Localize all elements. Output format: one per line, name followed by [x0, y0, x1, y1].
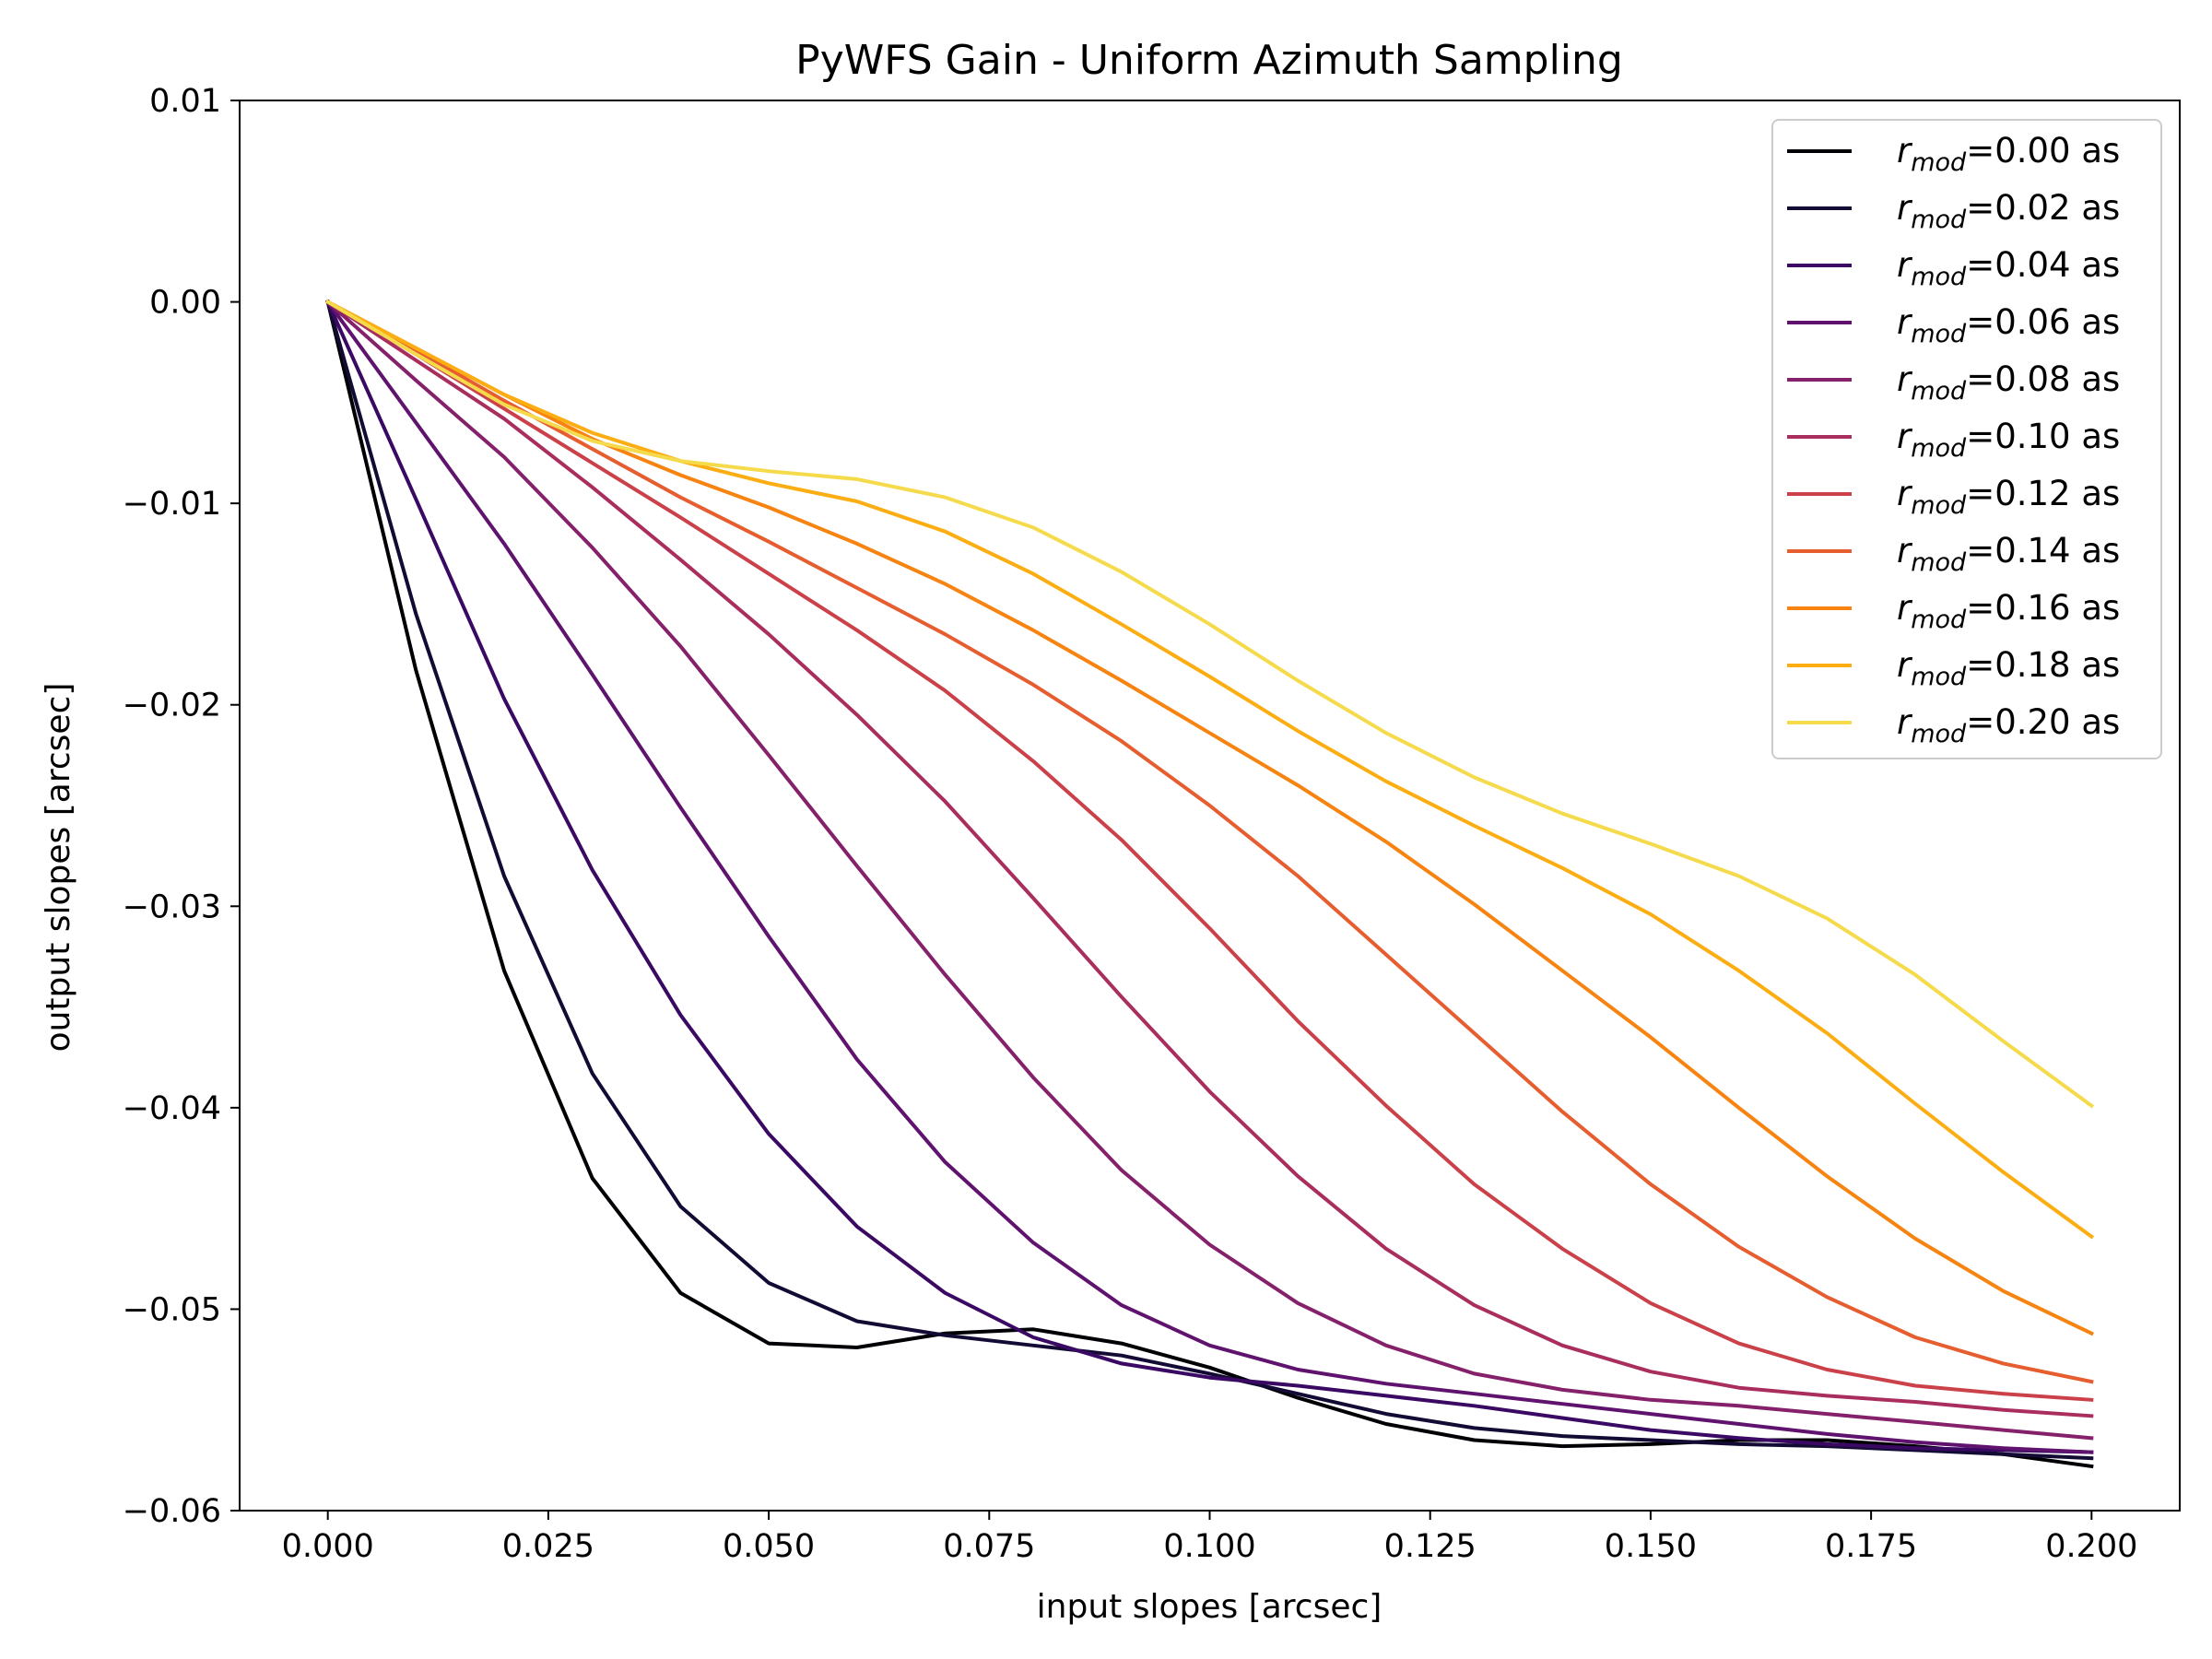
- y-tick-label: −0.03: [123, 888, 221, 925]
- legend-label: rmod=0.10 as: [1897, 417, 2120, 463]
- legend-entry: rmod=0.08 as: [1787, 359, 2120, 406]
- legend-label-rest: =0.08 as: [1966, 359, 2120, 399]
- series-line-6: [324, 299, 2094, 1402]
- series-lines: [324, 299, 2095, 1469]
- series-line-4: [324, 299, 2094, 1441]
- y-axis-label: output slopes [arcsec]: [40, 683, 77, 1053]
- legend-label-subscript: mod: [1911, 606, 1967, 634]
- series-line-10: [324, 299, 2095, 1109]
- legend-label-subscript: mod: [1911, 548, 1967, 577]
- legend-label-subscript: mod: [1911, 148, 1967, 177]
- legend-label: rmod=0.18 as: [1897, 645, 2120, 691]
- legend-label-subscript: mod: [1911, 663, 1967, 691]
- series-line-1: [325, 300, 2094, 1461]
- series-line-2: [325, 299, 2094, 1454]
- plot-area-frame: [239, 100, 2181, 1512]
- y-tick-label: 0.01: [149, 83, 221, 120]
- legend-label: rmod=0.16 as: [1897, 588, 2120, 634]
- legend-entry: rmod=0.14 as: [1787, 531, 2120, 577]
- series-line-5: [324, 299, 2094, 1418]
- legend-label-rest: =0.20 as: [1966, 702, 2120, 742]
- legend-label-rest: =0.00 as: [1966, 131, 2120, 171]
- x-tick-label: 0.000: [282, 1528, 374, 1565]
- legend-entry: rmod=0.04 as: [1787, 245, 2120, 291]
- x-tick-label: 0.175: [1825, 1528, 1917, 1565]
- x-axis-ticks: 0.000 0.025 0.050 0.075 0.100 0.125 0.150 0.175…: [282, 1511, 2137, 1565]
- x-axis-label: input slopes [arcsec]: [1037, 1588, 1382, 1626]
- y-tick-label: −0.04: [123, 1090, 221, 1127]
- legend-label-main: r: [1897, 245, 1913, 285]
- x-tick-label: 0.025: [502, 1528, 594, 1565]
- legend-label-main: r: [1897, 417, 1913, 456]
- legend-label-rest: =0.06 as: [1966, 302, 2120, 342]
- x-tick-label: 0.075: [943, 1528, 1035, 1565]
- series-line-3: [324, 299, 2094, 1454]
- chart-title: PyWFS Gain - Uniform Azimuth Sampling: [795, 37, 1623, 84]
- legend-label-subscript: mod: [1911, 434, 1967, 463]
- legend-label-rest: =0.10 as: [1966, 417, 2120, 456]
- legend-label-subscript: mod: [1911, 206, 1967, 234]
- y-tick-label: −0.02: [123, 688, 221, 724]
- legend-entry: rmod=0.12 as: [1787, 474, 2120, 520]
- y-tick-label: 0.00: [149, 285, 221, 322]
- y-tick-label: −0.01: [123, 486, 221, 523]
- legend-label-rest: =0.18 as: [1966, 645, 2120, 685]
- x-tick-label: 0.150: [1605, 1528, 1697, 1565]
- y-tick-label: −0.05: [123, 1291, 221, 1328]
- legend-label-rest: =0.14 as: [1966, 531, 2120, 571]
- series-line-8: [324, 299, 2094, 1336]
- legend-label-main: r: [1897, 588, 1913, 628]
- legend-label: rmod=0.02 as: [1897, 188, 2120, 234]
- legend-label: rmod=0.00 as: [1897, 131, 2120, 177]
- legend-label-subscript: mod: [1911, 320, 1967, 348]
- legend-label-subscript: mod: [1911, 263, 1967, 291]
- legend-box: [1771, 119, 2162, 759]
- legend-label-subscript: mod: [1911, 377, 1967, 406]
- legend-label: rmod=0.06 as: [1897, 302, 2120, 348]
- legend-label-main: r: [1897, 645, 1913, 685]
- legend-label-rest: =0.04 as: [1966, 245, 2120, 285]
- legend-entry: rmod=0.16 as: [1787, 588, 2120, 634]
- legend-label-main: r: [1897, 188, 1913, 228]
- legend-entry: rmod=0.18 as: [1787, 645, 2120, 691]
- legend-label-main: r: [1897, 474, 1913, 513]
- legend-label: rmod=0.14 as: [1897, 531, 2120, 577]
- legend-label-main: r: [1897, 131, 1913, 171]
- legend-label-rest: =0.02 as: [1966, 188, 2120, 228]
- legend-label: rmod=0.08 as: [1897, 359, 2120, 406]
- series-line-9: [324, 299, 2095, 1240]
- legend-label-main: r: [1897, 702, 1913, 742]
- x-tick-label: 0.125: [1384, 1528, 1477, 1565]
- legend-entry: rmod=0.02 as: [1787, 188, 2120, 234]
- legend-entry: rmod=0.00 as: [1787, 131, 2120, 177]
- legend-label-main: r: [1897, 302, 1913, 342]
- legend-entry: rmod=0.20 as: [1787, 702, 2120, 748]
- legend-entry: rmod=0.06 as: [1787, 302, 2120, 348]
- legend-label-main: r: [1897, 531, 1913, 571]
- series-line-0: [325, 300, 2094, 1469]
- legend-label-main: r: [1897, 359, 1913, 399]
- series-line-7: [324, 299, 2094, 1384]
- legend-label: rmod=0.20 as: [1897, 702, 2120, 748]
- legend-label: rmod=0.04 as: [1897, 245, 2120, 291]
- legend-entry: rmod=0.10 as: [1787, 417, 2120, 463]
- y-axis-ticks: 0.01 0.00 −0.01 −0.02 −0.03 −0.04 −0.05 −0.06: [123, 83, 240, 1530]
- legend-label-subscript: mod: [1911, 720, 1967, 748]
- legend-label-subscript: mod: [1911, 491, 1967, 520]
- x-tick-label: 0.100: [1163, 1528, 1255, 1565]
- legend-label-rest: =0.16 as: [1966, 588, 2120, 628]
- x-tick-label: 0.050: [723, 1528, 815, 1565]
- legend-label-rest: =0.12 as: [1966, 474, 2120, 513]
- x-tick-label: 0.200: [2045, 1528, 2137, 1565]
- y-tick-label: −0.06: [123, 1493, 221, 1530]
- legend-label: rmod=0.12 as: [1897, 474, 2120, 520]
